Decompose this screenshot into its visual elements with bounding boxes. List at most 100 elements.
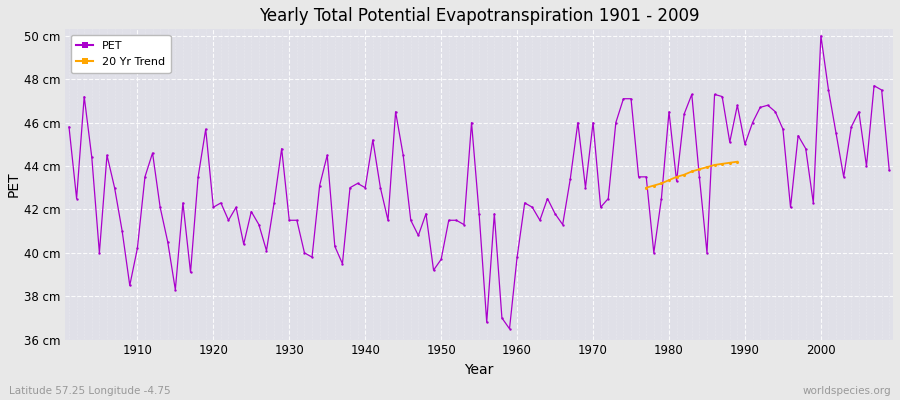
- Point: [563, 176, 578, 182]
- Point: [100, 152, 114, 158]
- Point: [146, 150, 160, 156]
- Point: [753, 104, 768, 111]
- Point: [875, 87, 889, 93]
- Title: Yearly Total Potential Evapotranspiration 1901 - 2009: Yearly Total Potential Evapotranspiratio…: [259, 7, 699, 25]
- Point: [730, 158, 744, 165]
- Point: [267, 200, 282, 206]
- Point: [335, 260, 349, 267]
- Y-axis label: PET: PET: [7, 172, 21, 197]
- Point: [206, 204, 220, 210]
- Point: [760, 102, 775, 108]
- Point: [555, 222, 570, 228]
- Point: [844, 124, 859, 130]
- Point: [350, 180, 365, 186]
- Point: [723, 160, 737, 166]
- Point: [616, 96, 631, 102]
- Point: [677, 172, 691, 178]
- Point: [381, 217, 395, 224]
- Point: [851, 108, 866, 115]
- Point: [168, 286, 183, 293]
- Text: Latitude 57.25 Longitude -4.75: Latitude 57.25 Longitude -4.75: [9, 386, 171, 396]
- Point: [176, 200, 190, 206]
- Point: [138, 174, 152, 180]
- Point: [685, 168, 699, 175]
- Point: [608, 120, 623, 126]
- Point: [290, 217, 304, 224]
- Point: [806, 200, 821, 206]
- Point: [502, 326, 517, 332]
- Point: [662, 108, 676, 115]
- Point: [601, 195, 616, 202]
- Point: [533, 217, 547, 224]
- Point: [707, 162, 722, 168]
- Point: [229, 204, 243, 210]
- Legend: PET, 20 Yr Trend: PET, 20 Yr Trend: [71, 35, 171, 73]
- Point: [867, 82, 881, 89]
- Point: [654, 180, 669, 186]
- Point: [312, 182, 327, 189]
- Point: [495, 315, 509, 321]
- Point: [548, 210, 562, 217]
- Point: [700, 250, 715, 256]
- Point: [411, 232, 426, 239]
- Point: [274, 146, 289, 152]
- Point: [685, 91, 699, 98]
- Point: [723, 139, 737, 145]
- Point: [624, 96, 638, 102]
- X-axis label: Year: Year: [464, 363, 494, 377]
- Point: [776, 126, 790, 132]
- Point: [700, 164, 715, 170]
- Point: [199, 126, 213, 132]
- Point: [464, 120, 479, 126]
- Point: [122, 282, 137, 288]
- Point: [715, 161, 729, 167]
- Point: [153, 204, 167, 210]
- Point: [62, 124, 77, 130]
- Point: [282, 217, 296, 224]
- Point: [745, 120, 760, 126]
- Point: [69, 195, 84, 202]
- Point: [191, 174, 205, 180]
- Point: [692, 166, 706, 172]
- Point: [662, 177, 676, 183]
- Point: [670, 174, 684, 180]
- Point: [213, 200, 228, 206]
- Point: [449, 217, 464, 224]
- Point: [252, 222, 266, 228]
- Point: [829, 130, 843, 137]
- Point: [860, 163, 874, 169]
- Point: [480, 319, 494, 326]
- Point: [670, 178, 684, 184]
- Point: [586, 120, 600, 126]
- Point: [510, 254, 525, 260]
- Point: [358, 184, 373, 191]
- Point: [184, 269, 198, 276]
- Point: [328, 243, 342, 250]
- Point: [85, 154, 99, 160]
- Point: [418, 210, 433, 217]
- Point: [632, 174, 646, 180]
- Point: [487, 210, 501, 217]
- Text: worldspecies.org: worldspecies.org: [803, 386, 891, 396]
- Point: [540, 195, 554, 202]
- Point: [791, 132, 806, 139]
- Point: [677, 111, 691, 117]
- Point: [160, 239, 175, 245]
- Point: [798, 146, 813, 152]
- Point: [692, 174, 706, 180]
- Point: [297, 250, 311, 256]
- Point: [707, 91, 722, 98]
- Point: [259, 248, 274, 254]
- Point: [427, 267, 441, 273]
- Point: [593, 204, 608, 210]
- Point: [237, 241, 251, 247]
- Point: [77, 93, 92, 100]
- Point: [115, 228, 130, 234]
- Point: [882, 167, 896, 174]
- Point: [654, 195, 669, 202]
- Point: [822, 87, 836, 93]
- Point: [403, 217, 418, 224]
- Point: [579, 184, 593, 191]
- Point: [389, 108, 403, 115]
- Point: [107, 184, 122, 191]
